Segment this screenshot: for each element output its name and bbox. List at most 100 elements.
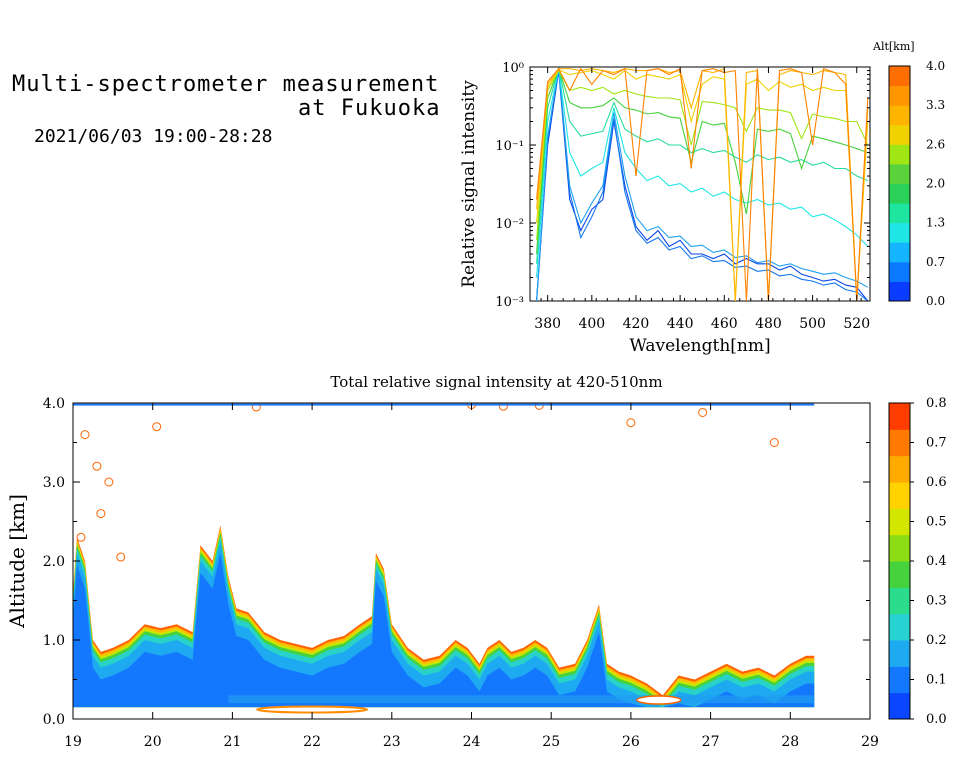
spectrum-line-5 bbox=[536, 67, 868, 255]
colorbar-swatch bbox=[889, 85, 910, 106]
x-tick-label-500: 500 bbox=[799, 316, 826, 332]
colorbar-swatch bbox=[889, 692, 910, 720]
colorbar-tick-label: 0.8 bbox=[926, 396, 947, 411]
heatmap-cloud-speck bbox=[76, 532, 86, 542]
x-tick-label-26: 26 bbox=[622, 734, 640, 750]
intensity-colorbar: 0.0 0.1 0.2 0.3 0.4 0.5 0.6 0.7 0.8 bbox=[888, 396, 947, 727]
x-tick-label-440: 440 bbox=[667, 316, 694, 332]
x-tick-label-25: 25 bbox=[542, 734, 560, 750]
y-tick-label: 4.0 bbox=[43, 396, 65, 412]
x-tick-label-480: 480 bbox=[755, 316, 782, 332]
heatmap-low-streak bbox=[228, 695, 815, 704]
spectrum-line-4 bbox=[536, 67, 869, 264]
colorbar-swatch bbox=[889, 640, 910, 667]
colorbar-tick-label: 3.3 bbox=[926, 98, 945, 112]
colorbar-tick-label: 2.0 bbox=[926, 177, 945, 191]
colorbar-tick-label: 0.3 bbox=[926, 594, 947, 609]
altitude-colorbar: 0.0 0.7 1.3 2.0 2.6 3.3 4.0 Alt[km] bbox=[872, 40, 945, 308]
colorbar-swatch bbox=[889, 534, 910, 562]
colorbar-swatch bbox=[889, 144, 910, 165]
x-tick-label-400: 400 bbox=[578, 316, 605, 332]
y-tick-label: 10⁰ bbox=[502, 61, 524, 76]
x-tick-label-380: 380 bbox=[534, 316, 561, 332]
x-tick-label-420: 420 bbox=[623, 316, 650, 332]
spectrum-line-0 bbox=[536, 70, 869, 301]
colorbar-swatch bbox=[889, 163, 910, 184]
colorbar-swatch bbox=[889, 587, 910, 615]
figure-title-line1: Multi-spectrometer measurement bbox=[12, 72, 440, 97]
heatmap-cloud-speck bbox=[104, 477, 114, 487]
colorbar-swatch bbox=[889, 261, 910, 282]
colorbar-swatch bbox=[889, 666, 910, 694]
heatmap-cloud-speck bbox=[698, 407, 708, 417]
colorbar-swatch bbox=[889, 403, 910, 430]
heatmap-cloud-speck bbox=[92, 461, 102, 471]
colorbar-tick-label: 0.7 bbox=[926, 436, 947, 451]
x-tick-label-29: 29 bbox=[861, 734, 879, 750]
x-tick-label-21: 21 bbox=[223, 734, 241, 750]
colorbar-tick-label: 4.0 bbox=[926, 59, 945, 73]
colorbar-tick-label: 0.1 bbox=[926, 673, 947, 688]
x-tick-label-23: 23 bbox=[383, 734, 401, 750]
colorbar-swatch bbox=[889, 429, 910, 457]
figure-subtitle-date: 2021/06/03 19:00-28:28 bbox=[34, 126, 273, 147]
x-tick-label-27: 27 bbox=[702, 734, 720, 750]
figure-title-line2: at Fukuoka bbox=[298, 96, 441, 121]
spectrum-x-axis-label: Wavelength[nm] bbox=[629, 336, 770, 356]
colorbar-tick-label: 0.6 bbox=[926, 475, 947, 490]
colorbar-tick-label: 0.5 bbox=[926, 515, 947, 530]
colorbar-tick-label: 0.2 bbox=[926, 633, 947, 648]
x-tick-label-28: 28 bbox=[781, 734, 799, 750]
heatmap-y-axis-label: Altitude [km] bbox=[5, 494, 29, 629]
y-tick-label: 2.0 bbox=[43, 554, 65, 570]
colorbar-swatch bbox=[889, 105, 910, 126]
heatmap-cloud-speck bbox=[96, 509, 106, 519]
colorbar-tick-label: 0.7 bbox=[926, 255, 945, 269]
colorbar-swatch bbox=[889, 66, 910, 87]
heatmap-field bbox=[73, 403, 815, 714]
heatmap-cloud-speck bbox=[769, 438, 779, 447]
colorbar-swatch bbox=[889, 222, 910, 243]
heatmap-cloud-speck bbox=[80, 430, 90, 440]
colorbar-swatch bbox=[889, 455, 910, 483]
y-tick-label: 0.0 bbox=[43, 712, 65, 728]
colorbar-swatch bbox=[889, 281, 910, 302]
y-tick-label: 10⁻¹ bbox=[495, 139, 524, 154]
colorbar-swatch bbox=[889, 183, 910, 204]
heatmap-cloud-speck bbox=[498, 403, 508, 411]
spectrum-line-3 bbox=[536, 68, 869, 278]
colorbar-tick-label: 0.0 bbox=[926, 294, 945, 308]
colorbar-swatch bbox=[889, 482, 910, 509]
spectrum-line-9 bbox=[536, 67, 869, 301]
colorbar-swatch bbox=[889, 203, 910, 224]
colorbar-tick-label: 2.6 bbox=[926, 137, 945, 151]
heatmap-band-blue bbox=[73, 553, 815, 708]
heatmap-title: Total relative signal intensity at 420-5… bbox=[330, 373, 662, 391]
heatmap-cloud-speck bbox=[116, 552, 126, 562]
spectrum-plot-frame bbox=[529, 66, 871, 302]
y-tick-label: 1.0 bbox=[43, 633, 65, 649]
heatmap-cloud-speck bbox=[251, 403, 261, 412]
spectrum-line-6 bbox=[536, 69, 869, 241]
colorbar-swatch bbox=[889, 124, 910, 145]
y-tick-label: 3.0 bbox=[43, 475, 65, 491]
spectrum-y-axis-label: Relative signal intensity bbox=[459, 80, 479, 288]
heatmap-gap-contour bbox=[636, 695, 682, 705]
heatmap-cloud-speck bbox=[626, 418, 636, 428]
colorbar-tick-label: 0.4 bbox=[926, 554, 947, 569]
x-tick-label-19: 19 bbox=[64, 734, 82, 750]
spectrum-line-1 bbox=[536, 68, 869, 301]
colorbar-tick-label: 0.0 bbox=[926, 712, 947, 727]
colorbar-swatch bbox=[889, 508, 910, 536]
colorbar-swatch bbox=[889, 242, 910, 263]
x-tick-label-22: 22 bbox=[303, 734, 321, 750]
spectrum-chart: 380 400 420 440 460 480 500 520 10⁻³ 10⁻² 10⁻¹ 10⁰ W… bbox=[459, 61, 871, 356]
colorbar-title: Alt[km] bbox=[872, 40, 915, 53]
x-tick-label-20: 20 bbox=[144, 734, 162, 750]
y-tick-label: 10⁻² bbox=[495, 217, 524, 232]
spectrum-line-2 bbox=[536, 67, 869, 301]
heatmap-cloud-speck bbox=[152, 422, 162, 432]
colorbar-swatch bbox=[889, 561, 910, 588]
colorbar-swatch bbox=[889, 613, 910, 641]
